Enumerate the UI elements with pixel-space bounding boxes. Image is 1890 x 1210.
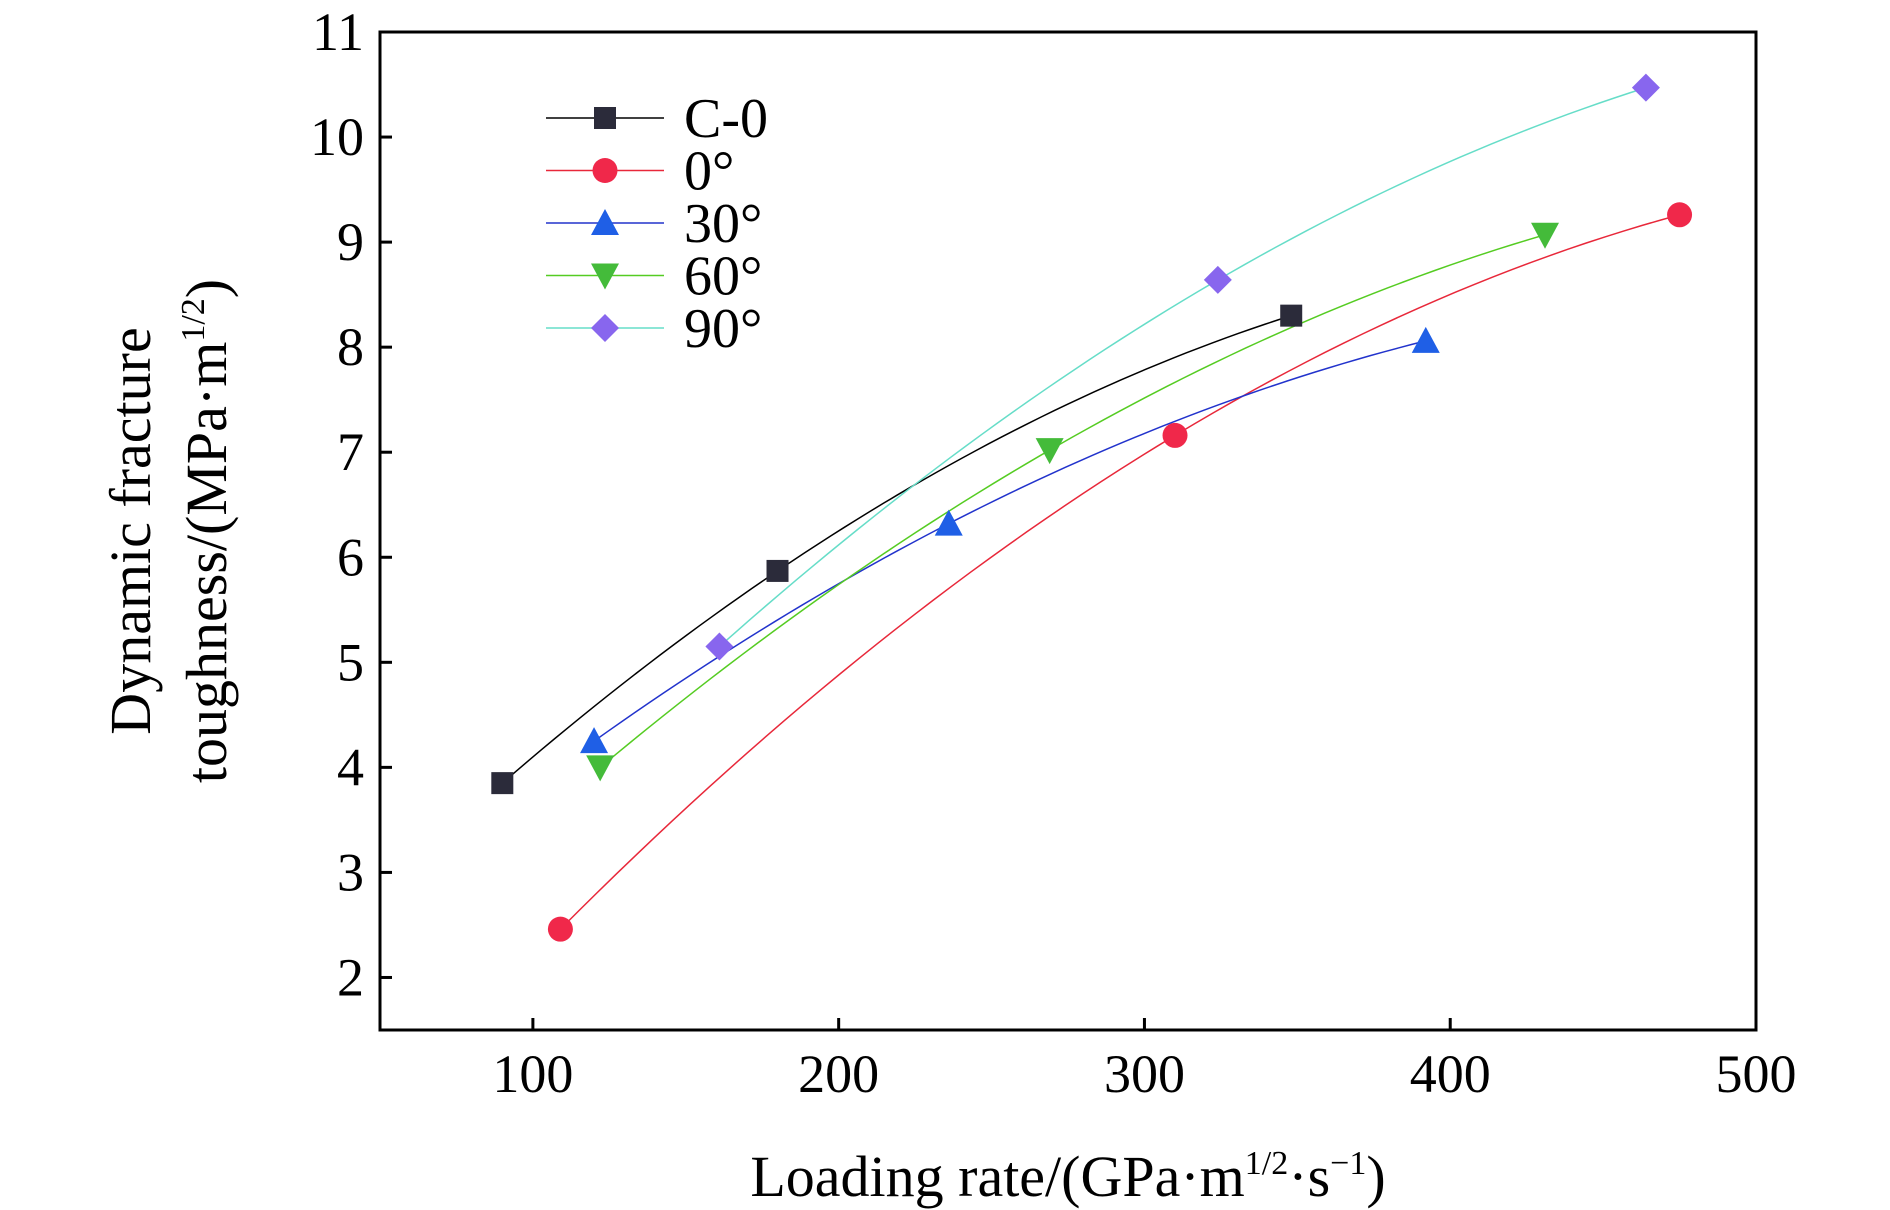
- series-curves: [501, 86, 1680, 930]
- legend: C-00°30°60°90°: [546, 88, 768, 360]
- series-line: [559, 214, 1680, 930]
- data-point: [580, 727, 609, 754]
- x-axis: 100 200 300 400 500: [492, 1018, 1797, 1104]
- data-point: [491, 772, 514, 795]
- legend-label: 0°: [684, 141, 734, 203]
- legend-marker: [594, 107, 616, 129]
- legend-label: 60°: [684, 246, 762, 308]
- x-tick-label: 400: [1410, 1044, 1491, 1104]
- legend-label: 90°: [684, 298, 762, 360]
- data-point: [1631, 73, 1660, 102]
- legend-marker: [591, 314, 619, 342]
- legend-label: 30°: [684, 193, 762, 255]
- legend-marker: [592, 158, 618, 183]
- series-line: [501, 314, 1292, 784]
- legend-marker: [591, 209, 619, 235]
- x-tick-label: 100: [492, 1044, 573, 1104]
- y-axis-title-line2: toughness/(MPa·m1/2): [174, 279, 239, 783]
- legend-item: 60°: [546, 246, 762, 308]
- series-line: [593, 340, 1426, 742]
- series-markers: [491, 73, 1693, 942]
- data-point: [586, 755, 615, 782]
- data-point: [705, 632, 734, 661]
- x-tick-label: 300: [1104, 1044, 1185, 1104]
- y-tick-label: 11: [312, 2, 364, 62]
- y-tick-label: 8: [337, 317, 364, 377]
- data-point: [1035, 438, 1064, 465]
- data-point: [1203, 265, 1232, 294]
- series-line: [718, 86, 1647, 648]
- series-line: [599, 234, 1546, 768]
- legend-item: C-0: [546, 88, 768, 150]
- legend-item: 90°: [546, 298, 762, 360]
- x-tick-label: 200: [798, 1044, 879, 1104]
- y-tick-label: 9: [337, 212, 364, 272]
- y-tick-label: 4: [337, 737, 364, 797]
- y-tick-label: 5: [337, 632, 364, 692]
- y-axis-title-line1: Dynamic fracture: [98, 327, 163, 734]
- y-tick-label: 6: [337, 527, 364, 587]
- y-tick-label: 7: [337, 422, 364, 482]
- data-point: [1531, 222, 1560, 249]
- plot-area-frame: [378, 30, 1758, 1032]
- data-point: [766, 559, 789, 582]
- y-axis: 2 3 4 5 6 7 8 9 10 11: [310, 2, 392, 1007]
- legend-label: C-0: [684, 88, 768, 150]
- y-tick-label: 10: [310, 107, 364, 167]
- x-tick-label: 500: [1716, 1044, 1797, 1104]
- data-point: [1280, 304, 1303, 327]
- data-point: [934, 509, 963, 536]
- legend-marker: [591, 263, 619, 290]
- legend-item: 0°: [546, 141, 734, 203]
- y-tick-label: 3: [337, 842, 364, 902]
- legend-item: 30°: [546, 193, 762, 255]
- data-point: [1411, 326, 1440, 353]
- x-axis-title: Loading rate/(GPa·m1/2·s−1): [750, 1144, 1385, 1209]
- data-point: [1162, 422, 1188, 448]
- data-point: [547, 916, 573, 942]
- data-point: [1667, 202, 1693, 228]
- y-tick-label: 2: [337, 947, 364, 1007]
